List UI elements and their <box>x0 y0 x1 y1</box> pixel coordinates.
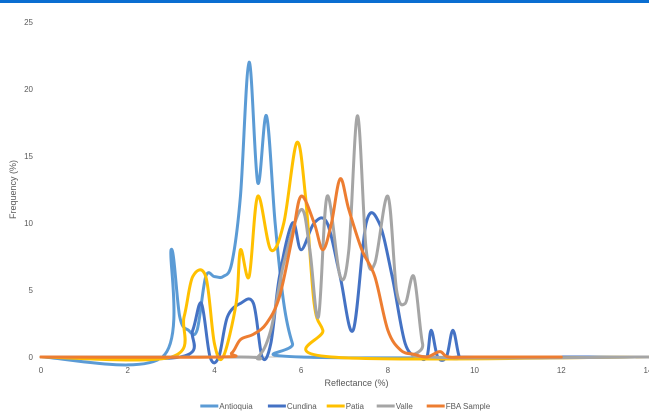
legend-label-patia: Patia <box>346 402 365 411</box>
series-line-patia <box>39 140 649 362</box>
x-axis-ticks: 0 2 4 6 8 10 12 14 <box>39 366 649 375</box>
x-tick-label: 4 <box>212 366 217 375</box>
series-line-cundina <box>39 211 649 365</box>
series-line-antioquia <box>39 60 649 367</box>
x-tick-label: 6 <box>299 366 304 375</box>
x-axis-title: Reflectance (%) <box>324 378 388 388</box>
series-line-valle <box>39 114 649 361</box>
legend-label-valle: Valle <box>396 402 414 411</box>
x-tick-label: 14 <box>644 366 649 375</box>
legend: Antioquia Cundina Patia Valle FBA Sample <box>200 402 491 411</box>
legend-label-fba-sample: FBA Sample <box>446 402 491 411</box>
series-layer <box>39 60 649 367</box>
series-line-fba-sample <box>39 177 563 359</box>
y-tick-label: 10 <box>24 219 33 228</box>
y-axis-title: Frequency (%) <box>8 160 18 219</box>
x-tick-label: 10 <box>470 366 479 375</box>
y-tick-label: 5 <box>29 286 34 295</box>
x-tick-label: 12 <box>557 366 566 375</box>
y-axis-ticks: 0 5 10 15 20 25 <box>24 18 33 362</box>
x-tick-label: 2 <box>125 366 130 375</box>
y-tick-label: 0 <box>29 353 34 362</box>
x-tick-label: 8 <box>386 366 391 375</box>
y-tick-label: 15 <box>24 152 33 161</box>
y-tick-label: 20 <box>24 85 33 94</box>
top-accent-bar <box>0 0 649 3</box>
legend-label-antioquia: Antioquia <box>219 402 253 411</box>
legend-label-cundina: Cundina <box>287 402 317 411</box>
y-tick-label: 25 <box>24 18 33 27</box>
x-tick-label: 0 <box>39 366 44 375</box>
